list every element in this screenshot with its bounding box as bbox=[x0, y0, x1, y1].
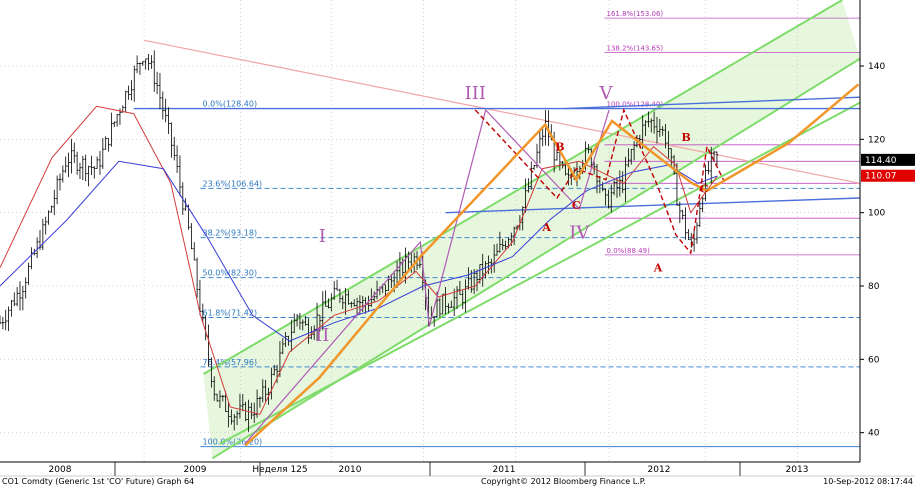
extension-label: 161.8%(153.06) bbox=[607, 10, 664, 18]
retracement-label: 76.4%(57.96) bbox=[203, 358, 258, 367]
channel-line bbox=[211, 57, 861, 460]
corrective-wave-path bbox=[474, 107, 725, 255]
y-axis: 40 60 80 100 120 140 bbox=[859, 0, 885, 462]
moving-average-slow bbox=[0, 160, 718, 342]
wave-label: B bbox=[682, 131, 691, 144]
price-tag-label: 114.40 bbox=[865, 156, 897, 166]
extension-label: 100.0%(128.40) bbox=[607, 101, 664, 109]
wave-label: IV bbox=[569, 222, 590, 243]
wave-label: A bbox=[653, 261, 663, 274]
y-tick-label: 120 bbox=[868, 135, 885, 145]
footer-copyright: Copyright© 2012 Bloomberg Finance L.P. bbox=[481, 477, 646, 486]
y-tick-label: 140 bbox=[868, 62, 885, 72]
gridlines bbox=[0, 0, 860, 462]
resistance-line bbox=[143, 39, 861, 184]
wave-paths bbox=[244, 83, 860, 447]
price-tag-bg bbox=[861, 153, 915, 166]
extension-label: 138.2%(143.65) bbox=[607, 45, 664, 53]
price-bars bbox=[0, 50, 719, 432]
x-tick-label: 2009 bbox=[184, 465, 207, 475]
x-tick-label: 2008 bbox=[49, 465, 72, 475]
wave-label: C bbox=[572, 199, 581, 212]
footer: CO1 Comdty (Generic 1st 'CO' Future) Gra… bbox=[0, 475, 915, 486]
wave-label: I bbox=[319, 226, 326, 247]
footer-security: CO1 Comdty (Generic 1st 'CO' Future) Gra… bbox=[2, 477, 194, 486]
price-tag-label: 110.07 bbox=[865, 172, 897, 182]
fibonacci-levels: 0.0%(128.40) 23.6%(106.64) 38.2%(93.18) 50.… bbox=[200, 10, 860, 448]
extension-label: 0.0%(88.49) bbox=[607, 247, 651, 255]
y-tick-label: 60 bbox=[868, 355, 880, 365]
channel-line bbox=[219, 101, 861, 445]
wave-label: C bbox=[700, 183, 709, 196]
wave-label: III bbox=[465, 83, 486, 104]
price-tag-bg bbox=[861, 169, 915, 182]
price-tags: 114.40 110.07 bbox=[861, 153, 915, 182]
y-tick-label: 40 bbox=[868, 429, 880, 439]
footer-timestamp: 10-Sep-2012 08:17:44 bbox=[823, 477, 913, 486]
y-tick-label: 100 bbox=[868, 209, 885, 219]
blue-trend-line bbox=[564, 96, 861, 110]
x-tick-label: Неделя 125 bbox=[252, 465, 307, 475]
x-tick-label: 2011 bbox=[493, 465, 516, 475]
y-tick-label: 80 bbox=[868, 282, 880, 292]
trend-lines bbox=[133, 0, 861, 460]
x-tick-label: 2012 bbox=[648, 465, 671, 475]
wave-label: B bbox=[555, 140, 564, 153]
retracement-label: 100.0%(36.20) bbox=[203, 438, 263, 447]
wave-label: II bbox=[315, 325, 329, 346]
projection-path bbox=[244, 83, 860, 447]
x-axis: 2008 2009 Неделя 125 2010 2011 2012 2013 bbox=[0, 461, 860, 476]
x-tick-label: 2013 bbox=[786, 465, 809, 475]
retracement-label: 23.6%(106.64) bbox=[203, 179, 263, 188]
retracement-label: 61.8%(71.42) bbox=[203, 308, 258, 317]
channel-line bbox=[202, 0, 843, 375]
wave-label: A bbox=[541, 221, 551, 234]
channel-fill bbox=[203, 0, 860, 459]
channel-band bbox=[203, 0, 860, 459]
retracement-label: 38.2%(93.18) bbox=[203, 229, 258, 238]
wave-label: V bbox=[599, 83, 614, 104]
blue-trend-line bbox=[445, 197, 861, 214]
retracement-label: 50.0%(82.30) bbox=[203, 269, 258, 278]
x-tick-label: 2010 bbox=[339, 465, 362, 475]
retracement-label: 0.0%(128.40) bbox=[203, 100, 258, 109]
